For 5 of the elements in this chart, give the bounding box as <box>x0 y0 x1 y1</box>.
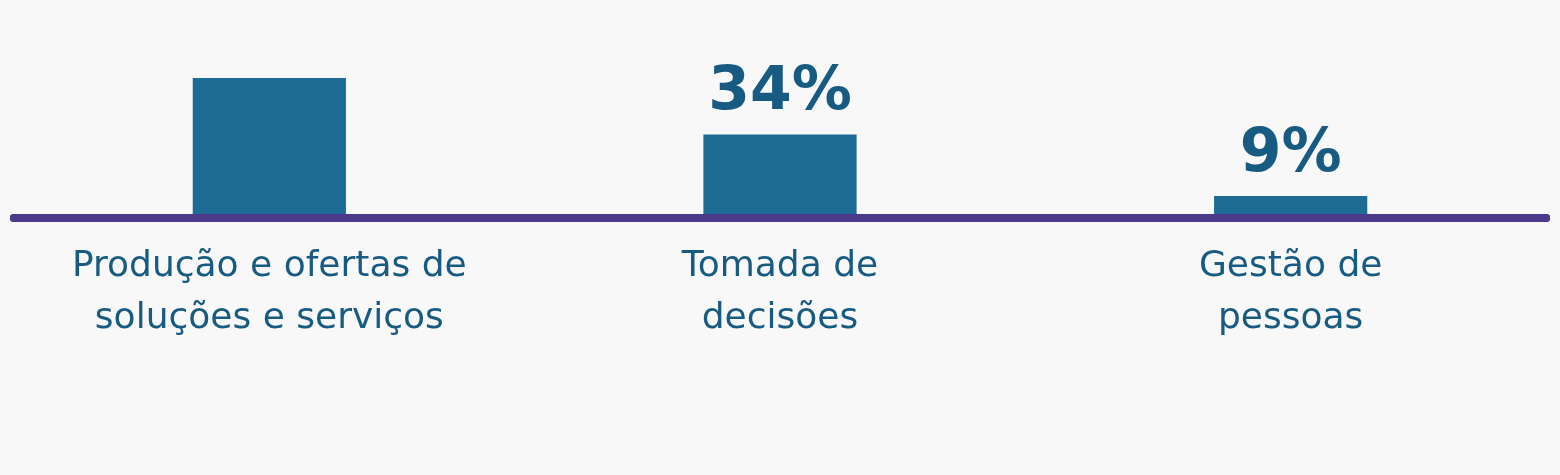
x-tick-label: Tomada de decisões <box>680 243 879 336</box>
x-tick-label: Gestão de pessoas <box>1198 243 1383 336</box>
x-tick-label: Produção e ofertas de soluções e serviços <box>71 243 467 336</box>
data-label: 9% <box>1239 114 1342 185</box>
data-label: 34% <box>708 53 852 124</box>
